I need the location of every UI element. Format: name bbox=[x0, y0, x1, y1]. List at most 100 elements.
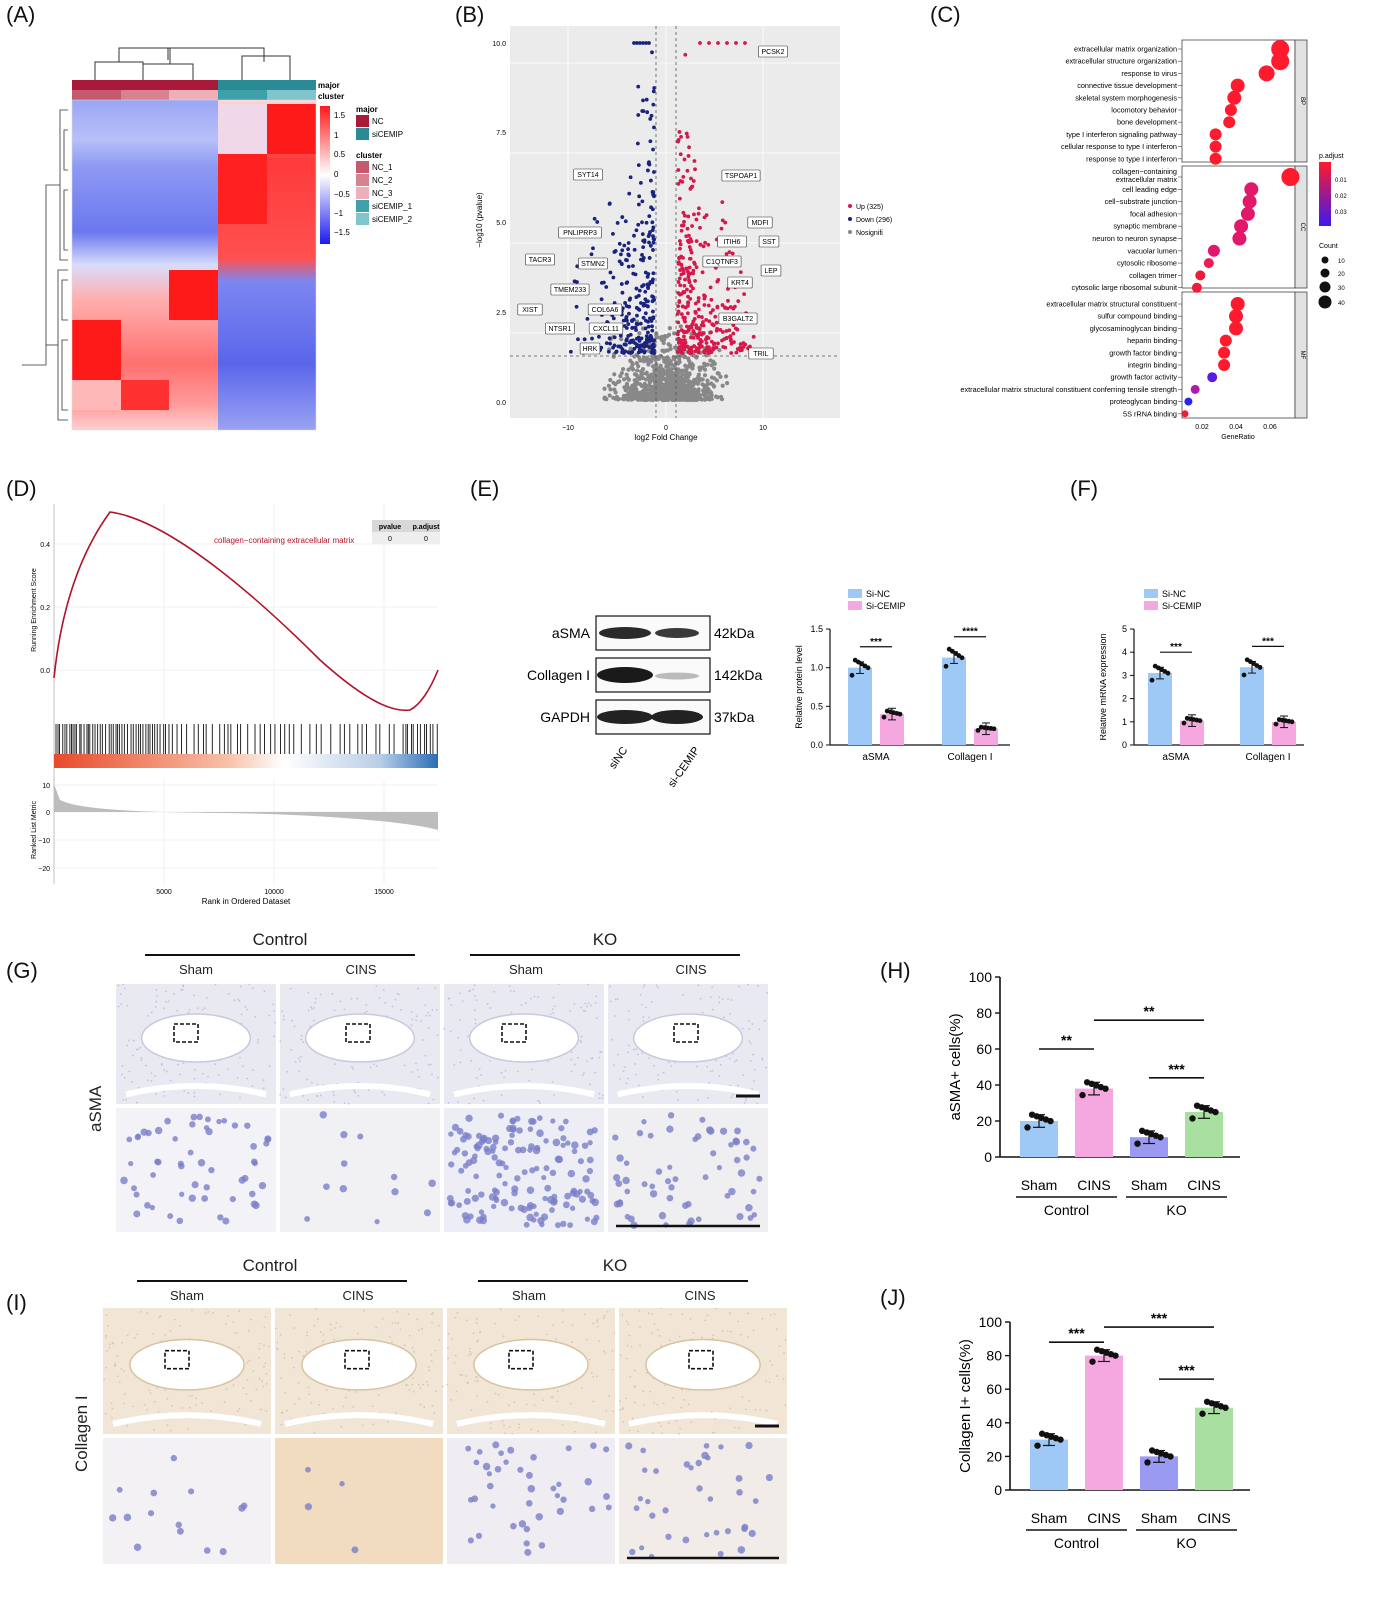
texture-dot bbox=[561, 1321, 564, 1324]
volcano-point-down bbox=[647, 232, 652, 237]
texture-dot bbox=[457, 1101, 459, 1103]
volcano-point-up bbox=[681, 268, 686, 273]
x-tick: Collagen I bbox=[947, 752, 992, 763]
volcano-point-down bbox=[651, 248, 655, 252]
texture-dot bbox=[627, 1044, 630, 1047]
go-term: skeletal system morphogenesis bbox=[1075, 93, 1177, 102]
volcano-point-up bbox=[715, 305, 720, 310]
texture-dot bbox=[127, 1039, 130, 1042]
texture-dot bbox=[187, 1011, 190, 1014]
nucleus bbox=[536, 1115, 543, 1121]
texture-dot bbox=[569, 1402, 572, 1405]
nucleus bbox=[581, 1142, 589, 1149]
texture-dot bbox=[163, 1069, 166, 1071]
volcano-point-up bbox=[732, 340, 736, 345]
volcano-point-up bbox=[719, 226, 724, 231]
volcano-point-ns bbox=[679, 377, 684, 383]
texture-dot bbox=[499, 1308, 502, 1311]
texture-dot bbox=[472, 988, 475, 991]
texture-dot bbox=[417, 1075, 420, 1078]
texture-dot bbox=[246, 1077, 249, 1080]
ihc-g-col: CINS bbox=[675, 962, 707, 977]
texture-dot bbox=[372, 1423, 375, 1426]
texture-dot bbox=[735, 1059, 738, 1062]
volcano-point-up bbox=[685, 226, 690, 231]
texture-dot bbox=[552, 1396, 554, 1399]
nucleus bbox=[191, 1181, 199, 1189]
volcano-point-ns bbox=[624, 381, 630, 386]
nucleus bbox=[217, 1214, 224, 1221]
texture-dot bbox=[187, 1428, 190, 1431]
gene-label: B3GALT2 bbox=[723, 316, 753, 323]
volcano-point-up bbox=[692, 262, 697, 266]
texture-dot bbox=[757, 984, 760, 987]
volcano-point-up bbox=[709, 297, 714, 302]
volcano-point-ns bbox=[702, 386, 708, 391]
texture-dot bbox=[551, 1008, 554, 1010]
volcano-point-down bbox=[642, 345, 646, 349]
volcano-point-down bbox=[624, 315, 629, 319]
volcano-point-down bbox=[611, 231, 615, 236]
nucleus bbox=[589, 1197, 596, 1204]
texture-dot bbox=[291, 1357, 294, 1359]
nucleus bbox=[465, 1188, 472, 1194]
volcano-point-down bbox=[636, 84, 641, 89]
data-point bbox=[1181, 720, 1187, 726]
texture-dot bbox=[313, 1006, 316, 1009]
nucleus bbox=[475, 1141, 483, 1150]
volcano-point-down bbox=[647, 214, 652, 219]
enrichment-curve bbox=[53, 511, 439, 712]
texture-dot bbox=[313, 1019, 315, 1022]
ihc-g-row-label: aSMA bbox=[86, 1085, 105, 1132]
zoom-box bbox=[173, 1023, 199, 1043]
texture-dot bbox=[503, 1424, 505, 1427]
significance-label: *** bbox=[1178, 1362, 1195, 1378]
nucleus bbox=[713, 1529, 720, 1536]
nucleus bbox=[231, 1122, 239, 1129]
texture-dot bbox=[205, 997, 208, 999]
nucleus bbox=[525, 1500, 533, 1507]
nucleus bbox=[340, 1131, 348, 1139]
volcano-point-down bbox=[648, 139, 653, 144]
volcano-point-ns bbox=[619, 337, 624, 342]
data-point bbox=[1134, 1140, 1141, 1147]
nucleus bbox=[222, 1217, 230, 1225]
volcano-point-ns bbox=[637, 357, 642, 362]
texture-dot bbox=[273, 1010, 276, 1013]
nucleus bbox=[703, 1443, 710, 1449]
volcano-point-up bbox=[679, 338, 684, 343]
texture-dot bbox=[248, 1329, 250, 1332]
volcano-point-up bbox=[694, 239, 699, 244]
volcano-point-ns bbox=[678, 368, 683, 374]
volcano-point-down bbox=[651, 271, 656, 276]
texture-dot bbox=[160, 1063, 163, 1066]
volcano-point-up bbox=[684, 234, 689, 239]
go-term: glycosaminoglycan binding bbox=[1090, 324, 1177, 333]
texture-dot bbox=[687, 1403, 690, 1406]
volcano-point-ns bbox=[647, 376, 652, 381]
volcano-point-down bbox=[652, 237, 657, 242]
texture-dot bbox=[154, 1400, 156, 1403]
texture-dot bbox=[442, 1385, 444, 1388]
x-tick: 0.04 bbox=[1229, 424, 1243, 431]
volcano-point-up bbox=[692, 212, 696, 217]
go-dot bbox=[1207, 372, 1218, 383]
nucleus bbox=[655, 1168, 663, 1175]
volcano-point-down bbox=[650, 220, 655, 225]
texture-dot bbox=[109, 1343, 111, 1346]
nucleus bbox=[175, 1521, 182, 1529]
texture-dot bbox=[474, 1379, 477, 1382]
texture-dot bbox=[356, 997, 359, 1000]
texture-dot bbox=[466, 1382, 469, 1385]
svg-text:20: 20 bbox=[1338, 272, 1345, 278]
nucleus bbox=[500, 1198, 509, 1207]
volcano-legend: Up (325) Down (296) Nosignifi bbox=[848, 204, 892, 237]
texture-dot bbox=[238, 1310, 240, 1312]
texture-dot bbox=[435, 1390, 437, 1393]
nucleus bbox=[116, 1486, 123, 1493]
nucleus bbox=[552, 1138, 561, 1147]
go-dot bbox=[1224, 104, 1237, 116]
gene-label-box bbox=[558, 226, 602, 239]
volcano-point-ns bbox=[629, 390, 634, 395]
texture-dot bbox=[187, 1092, 190, 1094]
